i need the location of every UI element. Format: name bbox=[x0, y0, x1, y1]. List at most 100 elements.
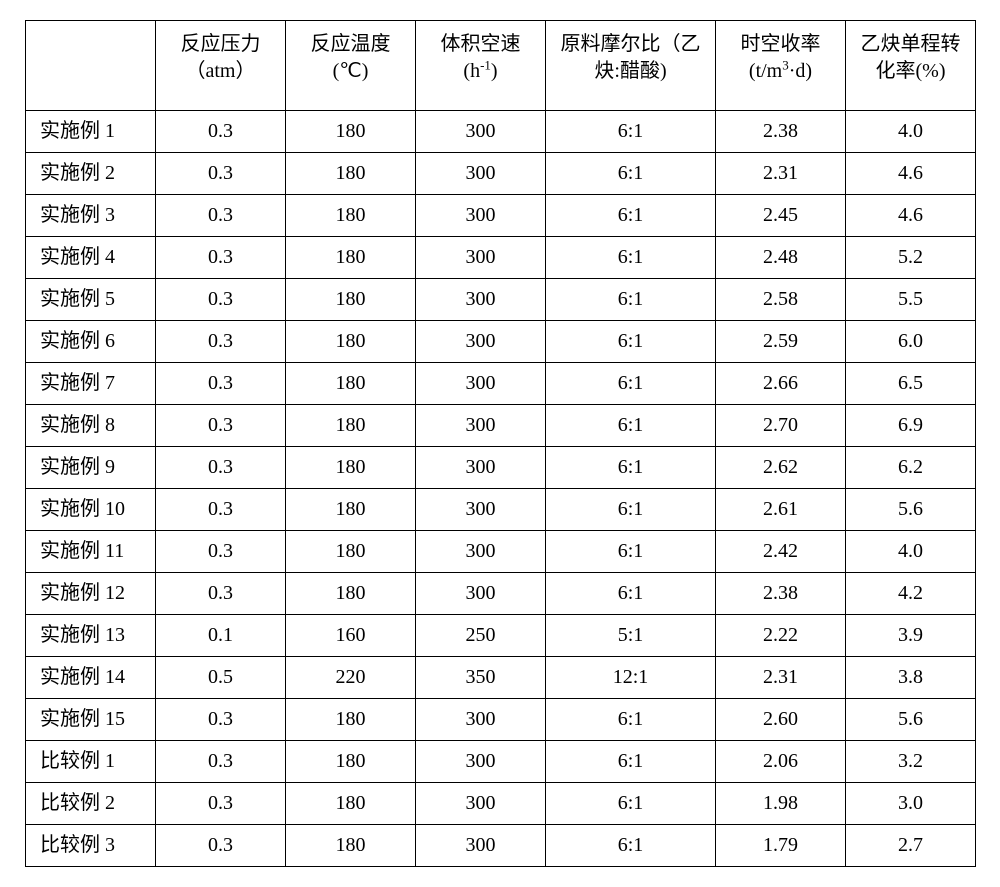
cell-value: 6:1 bbox=[546, 237, 716, 279]
column-header: 乙炔单程转化率(%) bbox=[846, 21, 976, 111]
cell-value: 6:1 bbox=[546, 363, 716, 405]
table-row: 实施例 70.31803006:12.666.5 bbox=[26, 363, 976, 405]
cell-value: 4.0 bbox=[846, 531, 976, 573]
table-row: 实施例 100.31803006:12.615.6 bbox=[26, 489, 976, 531]
table-row: 实施例 90.31803006:12.626.2 bbox=[26, 447, 976, 489]
table-row: 实施例 80.31803006:12.706.9 bbox=[26, 405, 976, 447]
cell-value: 300 bbox=[416, 237, 546, 279]
cell-value: 3.8 bbox=[846, 657, 976, 699]
cell-value: 6:1 bbox=[546, 573, 716, 615]
cell-value: 4.6 bbox=[846, 153, 976, 195]
cell-value: 180 bbox=[286, 489, 416, 531]
row-label: 实施例 5 bbox=[26, 279, 156, 321]
row-label: 实施例 3 bbox=[26, 195, 156, 237]
cell-value: 300 bbox=[416, 699, 546, 741]
cell-value: 180 bbox=[286, 279, 416, 321]
cell-value: 0.3 bbox=[156, 405, 286, 447]
cell-value: 6:1 bbox=[546, 825, 716, 867]
row-label: 实施例 11 bbox=[26, 531, 156, 573]
cell-value: 5.6 bbox=[846, 699, 976, 741]
table-row: 实施例 40.31803006:12.485.2 bbox=[26, 237, 976, 279]
cell-value: 0.3 bbox=[156, 825, 286, 867]
cell-value: 6:1 bbox=[546, 405, 716, 447]
cell-value: 180 bbox=[286, 363, 416, 405]
cell-value: 4.0 bbox=[846, 111, 976, 153]
cell-value: 300 bbox=[416, 825, 546, 867]
row-label: 比较例 2 bbox=[26, 783, 156, 825]
cell-value: 300 bbox=[416, 153, 546, 195]
cell-value: 2.62 bbox=[716, 447, 846, 489]
row-label: 比较例 1 bbox=[26, 741, 156, 783]
cell-value: 300 bbox=[416, 321, 546, 363]
cell-value: 250 bbox=[416, 615, 546, 657]
column-header: 时空收率(t/m3·d) bbox=[716, 21, 846, 111]
table-header-row: 反应压力（atm）反应温度(℃)体积空速(h-1)原料摩尔比（乙炔:醋酸)时空收… bbox=[26, 21, 976, 111]
cell-value: 4.6 bbox=[846, 195, 976, 237]
column-header: 反应温度(℃) bbox=[286, 21, 416, 111]
cell-value: 0.5 bbox=[156, 657, 286, 699]
cell-value: 1.79 bbox=[716, 825, 846, 867]
cell-value: 180 bbox=[286, 741, 416, 783]
table-row: 实施例 110.31803006:12.424.0 bbox=[26, 531, 976, 573]
cell-value: 2.58 bbox=[716, 279, 846, 321]
cell-value: 0.3 bbox=[156, 279, 286, 321]
column-header bbox=[26, 21, 156, 111]
cell-value: 300 bbox=[416, 405, 546, 447]
cell-value: 300 bbox=[416, 279, 546, 321]
cell-value: 0.3 bbox=[156, 489, 286, 531]
column-header: 反应压力（atm） bbox=[156, 21, 286, 111]
cell-value: 180 bbox=[286, 447, 416, 489]
cell-value: 6.5 bbox=[846, 363, 976, 405]
cell-value: 2.61 bbox=[716, 489, 846, 531]
cell-value: 6:1 bbox=[546, 699, 716, 741]
cell-value: 180 bbox=[286, 153, 416, 195]
cell-value: 180 bbox=[286, 531, 416, 573]
cell-value: 6:1 bbox=[546, 489, 716, 531]
cell-value: 0.1 bbox=[156, 615, 286, 657]
row-label: 实施例 1 bbox=[26, 111, 156, 153]
data-table: 反应压力（atm）反应温度(℃)体积空速(h-1)原料摩尔比（乙炔:醋酸)时空收… bbox=[25, 20, 976, 867]
table-row: 实施例 10.31803006:12.384.0 bbox=[26, 111, 976, 153]
cell-value: 180 bbox=[286, 783, 416, 825]
table-row: 比较例 30.31803006:11.792.7 bbox=[26, 825, 976, 867]
cell-value: 2.06 bbox=[716, 741, 846, 783]
cell-value: 5.6 bbox=[846, 489, 976, 531]
cell-value: 3.2 bbox=[846, 741, 976, 783]
table-row: 实施例 150.31803006:12.605.6 bbox=[26, 699, 976, 741]
cell-value: 0.3 bbox=[156, 741, 286, 783]
row-label: 实施例 13 bbox=[26, 615, 156, 657]
cell-value: 6:1 bbox=[546, 195, 716, 237]
row-label: 比较例 3 bbox=[26, 825, 156, 867]
cell-value: 4.2 bbox=[846, 573, 976, 615]
column-header: 体积空速(h-1) bbox=[416, 21, 546, 111]
cell-value: 2.7 bbox=[846, 825, 976, 867]
cell-value: 300 bbox=[416, 573, 546, 615]
cell-value: 2.38 bbox=[716, 573, 846, 615]
column-header: 原料摩尔比（乙炔:醋酸) bbox=[546, 21, 716, 111]
cell-value: 180 bbox=[286, 237, 416, 279]
cell-value: 2.45 bbox=[716, 195, 846, 237]
row-label: 实施例 10 bbox=[26, 489, 156, 531]
cell-value: 0.3 bbox=[156, 531, 286, 573]
cell-value: 0.3 bbox=[156, 699, 286, 741]
table-body: 反应压力（atm）反应温度(℃)体积空速(h-1)原料摩尔比（乙炔:醋酸)时空收… bbox=[26, 21, 976, 867]
cell-value: 300 bbox=[416, 531, 546, 573]
cell-value: 0.3 bbox=[156, 237, 286, 279]
cell-value: 300 bbox=[416, 741, 546, 783]
cell-value: 180 bbox=[286, 825, 416, 867]
row-label: 实施例 7 bbox=[26, 363, 156, 405]
row-label: 实施例 6 bbox=[26, 321, 156, 363]
cell-value: 180 bbox=[286, 699, 416, 741]
cell-value: 2.66 bbox=[716, 363, 846, 405]
cell-value: 3.9 bbox=[846, 615, 976, 657]
cell-value: 0.3 bbox=[156, 195, 286, 237]
row-label: 实施例 2 bbox=[26, 153, 156, 195]
cell-value: 3.0 bbox=[846, 783, 976, 825]
cell-value: 300 bbox=[416, 783, 546, 825]
cell-value: 2.59 bbox=[716, 321, 846, 363]
table-row: 比较例 10.31803006:12.063.2 bbox=[26, 741, 976, 783]
table-row: 实施例 120.31803006:12.384.2 bbox=[26, 573, 976, 615]
cell-value: 6.0 bbox=[846, 321, 976, 363]
cell-value: 300 bbox=[416, 447, 546, 489]
cell-value: 300 bbox=[416, 363, 546, 405]
